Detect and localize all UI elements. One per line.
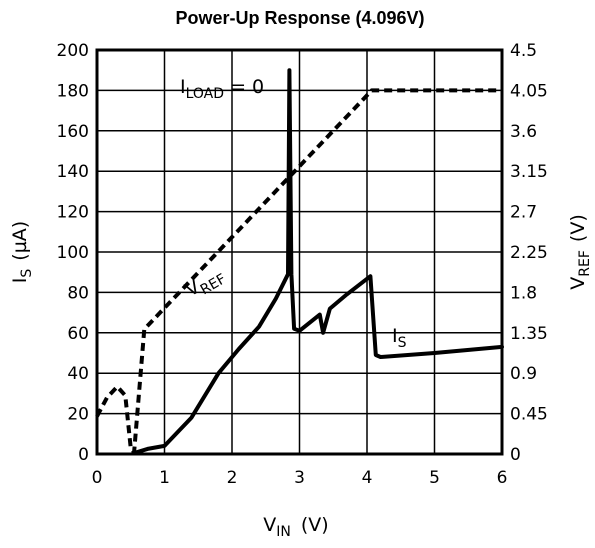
y-right-tick-label: 4.05 bbox=[510, 81, 548, 101]
y-right-tick-label: 4.5 bbox=[510, 41, 537, 61]
y-left-tick-label: 60 bbox=[67, 324, 89, 344]
x-tick-label: 0 bbox=[92, 468, 103, 488]
chart-title: Power-Up Response (4.096V) bbox=[175, 8, 424, 28]
grid bbox=[97, 50, 502, 454]
y-right-tick-label: 0.45 bbox=[510, 405, 548, 425]
x-tick-label: 4 bbox=[362, 468, 373, 488]
x-axis-label: VIN (V) bbox=[263, 514, 328, 540]
y-right-tick-label: 2.7 bbox=[510, 203, 537, 223]
y-right-tick-label: 1.8 bbox=[510, 283, 537, 303]
iload-annotation: ILOAD = 0 bbox=[180, 76, 264, 102]
y-right-tick-label: 0 bbox=[510, 445, 521, 465]
y-right-tick-label: 1.35 bbox=[510, 324, 548, 344]
y-axis-left-label: IS(µA) bbox=[9, 221, 35, 283]
tick-labels: 0 1 2 3 4 5 602040608010012014016018020000.450… bbox=[57, 41, 548, 488]
y-left-tick-label: 180 bbox=[57, 81, 89, 101]
y-right-tick-label: 3.15 bbox=[510, 162, 548, 182]
y-right-tick-label: 2.25 bbox=[510, 243, 548, 263]
y-left-tick-label: 120 bbox=[57, 203, 89, 223]
y-left-tick-label: 200 bbox=[57, 41, 89, 61]
y-right-tick-label: 0.9 bbox=[510, 364, 537, 384]
x-tick-label: 5 bbox=[429, 468, 440, 488]
y-left-tick-label: 40 bbox=[67, 364, 89, 384]
x-tick-label: 2 bbox=[227, 468, 238, 488]
is-series-line bbox=[134, 70, 502, 453]
x-tick-label: 6 bbox=[497, 468, 508, 488]
y-left-tick-label: 100 bbox=[57, 243, 89, 263]
y-left-tick-label: 160 bbox=[57, 122, 89, 142]
x-tick-label: 3 bbox=[294, 468, 305, 488]
y-left-tick-label: 20 bbox=[67, 405, 89, 425]
is-annotation: IS bbox=[392, 325, 407, 351]
y-left-tick-label: 140 bbox=[57, 162, 89, 182]
y-right-tick-label: 3.6 bbox=[510, 122, 537, 142]
y-left-tick-label: 0 bbox=[78, 445, 89, 465]
y-axis-right-label: VREF(V) bbox=[567, 214, 593, 289]
y-left-tick-label: 80 bbox=[67, 283, 89, 303]
x-tick-label: 1 bbox=[159, 468, 170, 488]
vref-annotation: VREF bbox=[182, 262, 229, 304]
